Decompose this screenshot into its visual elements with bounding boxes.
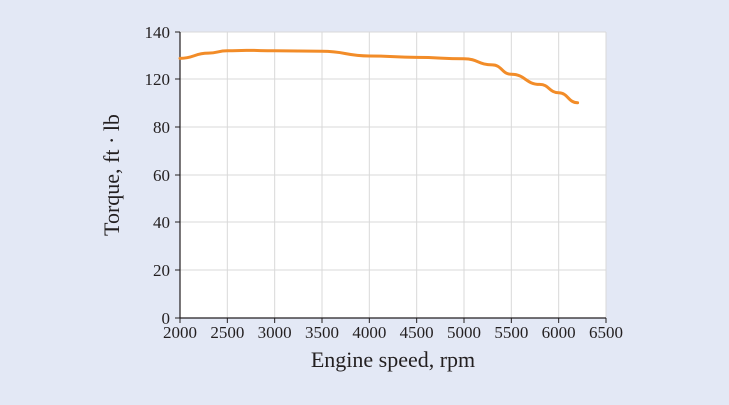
x-tick-label: 5000 (447, 323, 481, 342)
x-tick-label: 3500 (305, 323, 339, 342)
y-tick-label: 40 (153, 213, 170, 232)
torque-series-line (178, 48, 580, 105)
y-axis-label: Torque, ft · lb (99, 114, 124, 236)
x-tick-label: 4500 (400, 323, 434, 342)
x-tick-label: 3000 (258, 323, 292, 342)
y-tick-label: 20 (153, 261, 170, 280)
x-tick-label: 4000 (352, 323, 386, 342)
x-tick-label: 5500 (494, 323, 528, 342)
y-tick-label: 140 (145, 23, 171, 42)
y-tick-label: 120 (145, 70, 171, 89)
x-axis-label: Engine speed, rpm (311, 347, 475, 372)
y-tick-label: 0 (162, 309, 171, 328)
x-tick-label: 2000 (163, 323, 197, 342)
x-tick-label: 6000 (542, 323, 576, 342)
grid-lines (180, 31, 607, 318)
y-tick-label: 60 (153, 166, 170, 185)
tick-labels: 2000 2500 3000 3500 4000 4500 5000 5500 6000 6500… (145, 23, 624, 342)
y-tick-label: 80 (153, 118, 170, 137)
series-layer (178, 48, 580, 105)
axes (175, 31, 607, 323)
x-tick-label: 2500 (210, 323, 244, 342)
x-tick-label: 6500 (589, 323, 623, 342)
